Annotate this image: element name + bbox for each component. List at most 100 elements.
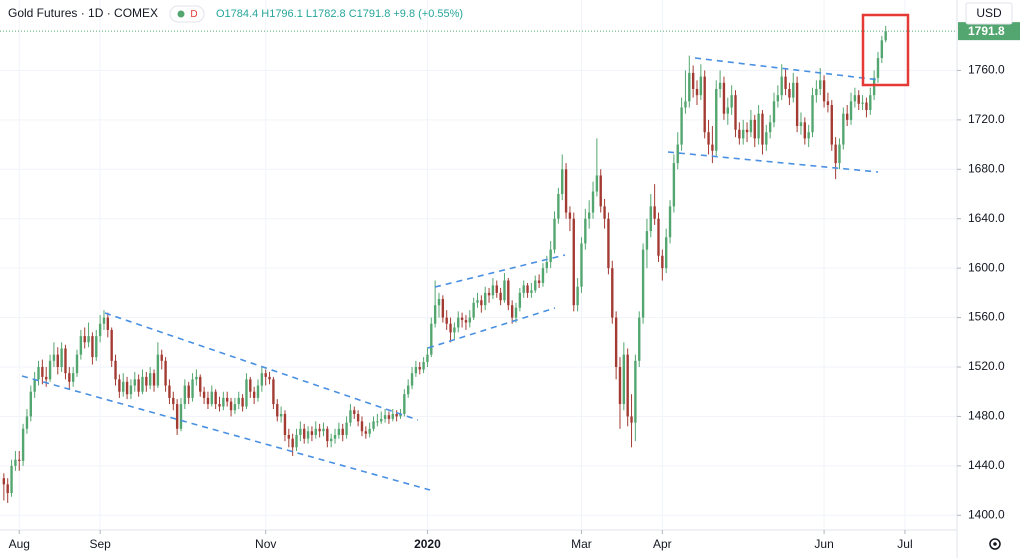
candle-body [48, 360, 52, 380]
candle-body [87, 336, 90, 343]
candle-body [399, 413, 402, 417]
candle-body [549, 249, 552, 262]
candle-body [25, 416, 29, 429]
candle-body [18, 459, 21, 461]
candle-body [237, 397, 240, 405]
x-tick-label: Apr [653, 537, 672, 551]
candle-body [364, 431, 368, 434]
candle-body [834, 144, 837, 164]
candle-body [318, 428, 321, 432]
candle-body [880, 40, 884, 59]
candle-body [372, 421, 375, 429]
candle-body [822, 80, 826, 102]
candle-body [291, 438, 294, 448]
settings-icon[interactable] [989, 538, 1001, 550]
candle-body [861, 102, 864, 104]
candle-body [649, 206, 652, 232]
candle-body [815, 88, 818, 96]
candle-body [826, 101, 830, 106]
candle-body [699, 76, 703, 96]
candle-body [260, 373, 264, 386]
candle-body [576, 286, 579, 306]
candle-body [676, 144, 679, 164]
candle-body [360, 421, 364, 432]
candle-body [591, 191, 595, 213]
candle-body [626, 354, 629, 417]
candle-body [499, 292, 502, 301]
candle-body [795, 82, 799, 127]
y-tick-label: 1600.0 [968, 260, 1005, 274]
candle-body [426, 354, 429, 363]
candle-body [79, 336, 83, 355]
candle-body [64, 348, 67, 374]
candle-body [703, 76, 706, 133]
y-tick-label: 1440.0 [968, 458, 1005, 472]
candle-body [541, 268, 545, 283]
grid [0, 0, 957, 530]
candle-body [214, 391, 217, 405]
candle-body [33, 379, 36, 392]
currency-box[interactable] [965, 2, 1013, 25]
candle-body [518, 292, 522, 308]
x-tick-label: Jul [897, 537, 912, 551]
x-tick-label: Mar [571, 537, 592, 551]
gear[interactable] [989, 538, 1001, 550]
candle-body [526, 285, 529, 293]
candle-body [172, 397, 175, 405]
candle-body [761, 113, 764, 145]
candle-body [333, 434, 337, 439]
trend-line [667, 151, 879, 173]
candle-body [206, 397, 210, 405]
candle-body [252, 391, 256, 398]
candle-body [245, 379, 248, 407]
highlight-box [861, 13, 910, 87]
candle-body [341, 428, 344, 435]
candle-body [622, 354, 626, 405]
candle-body [584, 218, 587, 244]
candle-body [422, 362, 425, 370]
candle-body [564, 169, 568, 213]
badge: D [190, 9, 197, 20]
candle-body [711, 144, 714, 151]
candle-body [495, 285, 498, 293]
trend-line [104, 312, 419, 421]
candle-body [480, 300, 483, 306]
y-tick-label: 1760.0 [968, 63, 1005, 77]
candle-body [772, 101, 776, 123]
candle-body [580, 243, 583, 287]
candle-body [314, 428, 317, 435]
candle-body [125, 381, 129, 395]
y-tick-label: 1480.0 [968, 409, 1005, 423]
candle-body [52, 354, 56, 361]
candle-body [306, 431, 310, 439]
candle-body [587, 212, 591, 219]
x-tick-label: 2020 [414, 537, 441, 551]
candle-body [507, 280, 510, 306]
last-price-tag [958, 22, 1020, 41]
x-tick-label: Jun [814, 537, 833, 551]
candle-body [222, 397, 225, 407]
candle-body [380, 418, 383, 422]
candle-body [742, 129, 745, 139]
status-dot [177, 10, 185, 18]
candle-body [695, 88, 699, 96]
candle-body [522, 285, 525, 293]
candle-body [807, 132, 810, 139]
candle-body [707, 132, 710, 145]
candle-body [10, 465, 13, 494]
candle-body [811, 95, 814, 133]
candle-body [75, 354, 79, 374]
candle-body [133, 379, 136, 386]
candle-body [684, 101, 687, 108]
candle-body [229, 401, 233, 411]
candle-body [680, 107, 683, 145]
candle-body [765, 132, 768, 145]
candle-body [6, 484, 9, 494]
candle-body [383, 415, 387, 419]
trend-line [434, 254, 566, 288]
candle-body [276, 404, 279, 417]
candle-body [175, 404, 179, 429]
candles [2, 25, 887, 503]
candle-body [464, 320, 468, 323]
